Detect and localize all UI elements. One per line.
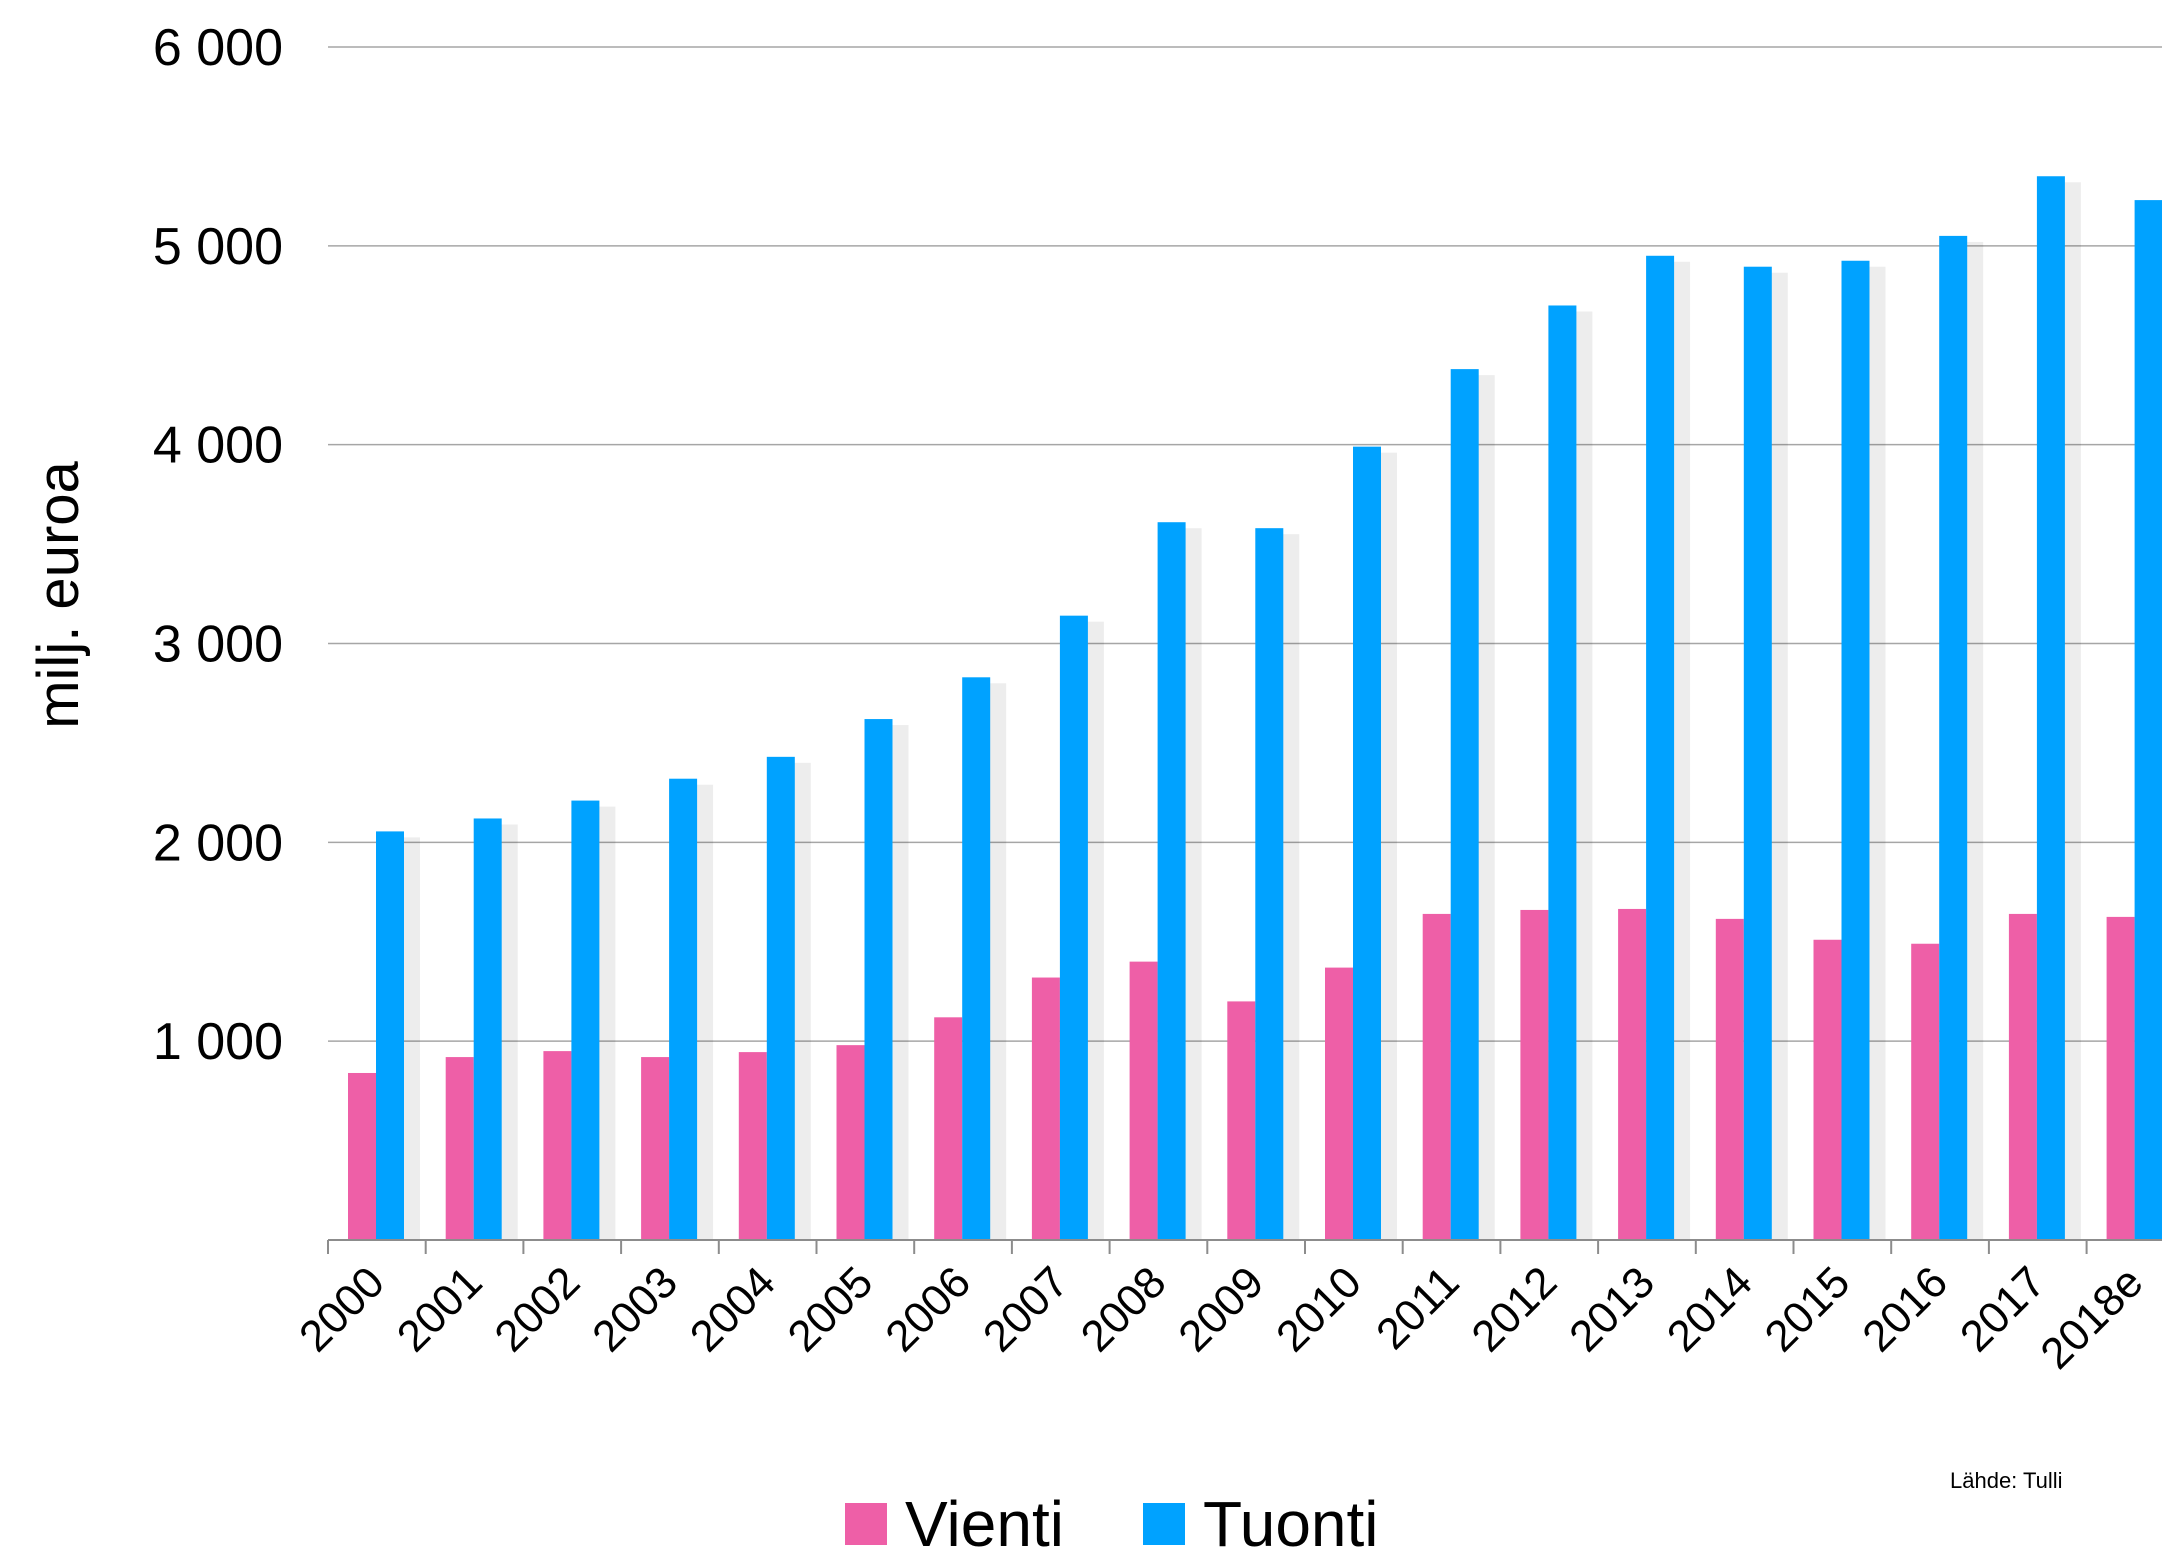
x-tick-label-2014: 2014: [1658, 1257, 1762, 1361]
bar-vienti-2004: [738, 1052, 767, 1240]
bar-vienti-2018e: [2106, 916, 2135, 1240]
bar-tuonti-2014: [1743, 266, 1772, 1241]
legend-label-vienti: Vienti: [905, 1488, 1064, 1553]
x-tick-label-2016: 2016: [1853, 1257, 1957, 1361]
bar-tuonti-2018e: [2134, 200, 2162, 1240]
bar-tuonti-2009: [1255, 528, 1284, 1240]
bar-vienti-2007: [1031, 977, 1060, 1240]
bar-tuonti-2017: [2036, 176, 2065, 1240]
bar-tuonti-2015: [1841, 260, 1870, 1240]
y-tick-label-6000: 6 000: [153, 19, 283, 77]
bar-tuonti-2013: [1646, 255, 1675, 1240]
bar-tuonti-2008: [1157, 522, 1186, 1240]
bar-vienti-2015: [1813, 939, 1842, 1240]
x-tick-label-2010: 2010: [1267, 1257, 1371, 1361]
bar-vienti-2009: [1227, 1001, 1256, 1240]
x-tick-label-2008: 2008: [1072, 1257, 1176, 1361]
legend-swatch-tuonti: [1143, 1503, 1185, 1545]
bar-vienti-2008: [1129, 961, 1158, 1240]
bar-vienti-2013: [1618, 908, 1647, 1240]
bar-tuonti-2010: [1353, 446, 1381, 1240]
legend: Vienti Tuonti: [845, 1488, 1379, 1553]
y-axis-ticks: 1 000 2 000 3 000 4 000 5 000 6 000: [153, 19, 283, 1071]
x-tick-label-2013: 2013: [1560, 1257, 1664, 1361]
bar-tuonti-2002: [571, 800, 600, 1240]
bar-tuonti-2005: [864, 719, 893, 1240]
x-axis-tick-labels: 2000200120022003200420052006200720082009…: [290, 1257, 2152, 1378]
x-tick-label-2002: 2002: [485, 1257, 589, 1361]
bar-tuonti-2001: [473, 818, 502, 1240]
bar-tuonti-2007: [1059, 615, 1088, 1240]
x-tick-label-2011: 2011: [1367, 1257, 1469, 1359]
y-axis-label: milj. euroa: [26, 460, 91, 728]
legend-swatch-vienti: [845, 1503, 887, 1545]
x-tick-label-2009: 2009: [1169, 1257, 1273, 1361]
x-tick-label-2006: 2006: [876, 1257, 980, 1361]
x-tick-label-2003: 2003: [583, 1257, 687, 1361]
bar-vienti-2017: [2008, 913, 2037, 1240]
bar-vienti-2010: [1325, 967, 1353, 1240]
bar-vienti-2005: [836, 1045, 865, 1240]
x-axis: [327, 1239, 2162, 1254]
y-tick-label-3000: 3 000: [153, 616, 283, 674]
source-note: Lähde: Tulli: [1950, 1468, 2063, 1493]
bar-vienti-2014: [1715, 918, 1744, 1240]
bar-tuonti-2016: [1939, 235, 1968, 1240]
x-tick-label-2012: 2012: [1462, 1257, 1566, 1361]
y-tick-label-5000: 5 000: [153, 218, 283, 276]
bar-vienti-2000: [348, 1072, 376, 1240]
bar-vienti-2012: [1520, 909, 1549, 1240]
y-tick-label-4000: 4 000: [153, 417, 283, 475]
x-tick-label-2000: 2000: [290, 1257, 394, 1361]
bar-vienti-2011: [1422, 913, 1451, 1240]
bar-tuonti-2003: [669, 778, 698, 1240]
x-tick-label-2004: 2004: [681, 1257, 785, 1361]
bar-tuonti-2006: [962, 677, 991, 1240]
y-tick-label-2000: 2 000: [153, 814, 283, 872]
x-tick-label-2005: 2005: [779, 1257, 883, 1361]
x-tick-label-2007: 2007: [974, 1257, 1078, 1361]
bar-tuonti-2004: [766, 756, 795, 1240]
bar-tuonti-2000: [376, 831, 404, 1240]
bar-vienti-2002: [543, 1051, 572, 1240]
bar-vienti-2016: [1911, 943, 1940, 1240]
bar-tuonti-2011: [1450, 369, 1479, 1240]
x-tick-label-2018e: 2018e: [2031, 1257, 2152, 1378]
legend-label-tuonti: Tuonti: [1203, 1488, 1379, 1553]
bar-tuonti-2012: [1548, 305, 1577, 1240]
bars: [348, 176, 2162, 1241]
bar-vienti-2001: [445, 1057, 474, 1240]
y-tick-label-1000: 1 000: [153, 1013, 283, 1071]
bar-vienti-2003: [641, 1057, 670, 1240]
x-tick-label-2001: 2001: [388, 1257, 492, 1361]
bar-vienti-2006: [934, 1017, 963, 1240]
x-tick-label-2015: 2015: [1756, 1257, 1860, 1361]
